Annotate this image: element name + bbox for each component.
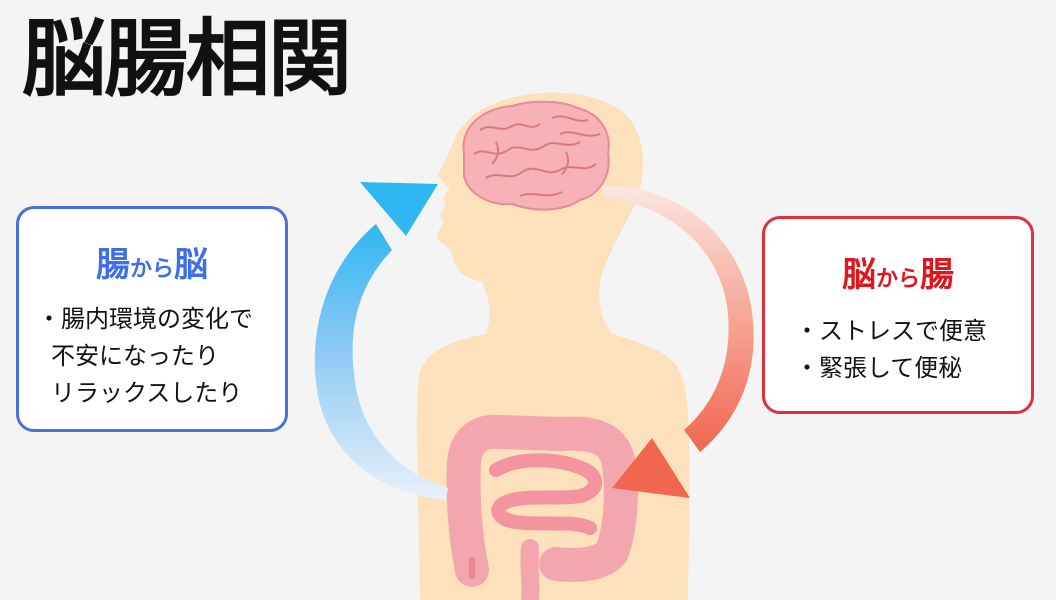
gut-to-brain-arrow	[314, 182, 448, 500]
heading-word-gut: 腸	[95, 245, 130, 285]
gut-to-brain-description: ・腸内環境の変化で 不安になったり リラックスしたり	[37, 301, 253, 412]
description-line: ・ストレスで便意	[795, 317, 987, 345]
description-line: 不安になったり	[51, 342, 219, 370]
heading-word-brain: 脳	[174, 245, 208, 285]
description-line: ・腸内環境の変化で	[37, 305, 253, 333]
brain-illustration	[462, 100, 610, 211]
gut-to-brain-box: 腸から脳 ・腸内環境の変化で 不安になったり リラックスしたり	[16, 206, 288, 432]
page-title: 脳腸相関	[22, 10, 352, 108]
brain-to-gut-box: 脳から腸 ・ストレスで便意 ・緊張して便秘	[762, 216, 1034, 414]
brain-to-gut-heading: 脳から腸	[765, 247, 1031, 296]
heading-word-brain: 脳	[841, 255, 876, 295]
brain-to-gut-description: ・ストレスで便意 ・緊張して便秘	[795, 313, 987, 387]
heading-word-kara: から	[875, 267, 920, 292]
brain-to-gut-arrow	[602, 185, 754, 498]
heading-word-kara: から	[129, 257, 174, 282]
intestine-illustration	[446, 414, 638, 600]
description-line: リラックスしたり	[51, 379, 243, 407]
gut-to-brain-heading: 腸から脳	[19, 237, 285, 286]
heading-word-gut: 腸	[920, 255, 954, 295]
description-line: ・緊張して便秘	[795, 354, 963, 382]
